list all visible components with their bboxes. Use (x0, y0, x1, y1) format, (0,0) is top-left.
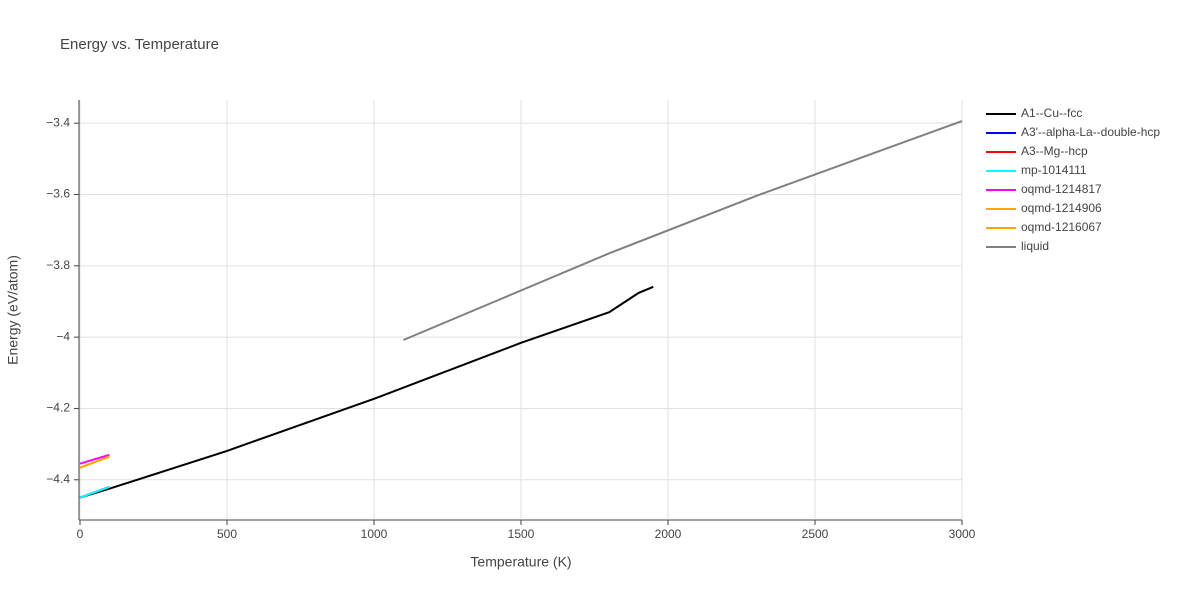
legend-label: mp-1014111 (1021, 163, 1087, 177)
legend-label: oqmd-1214817 (1021, 182, 1102, 196)
y-tick-label: −4 (56, 329, 70, 343)
chart-title: Energy vs. Temperature (60, 36, 219, 53)
legend-label: liquid (1021, 239, 1049, 253)
legend-label: A1--Cu--fcc (1021, 106, 1082, 120)
x-tick-label: 3000 (949, 527, 976, 541)
x-tick-label: 0 (77, 527, 84, 541)
series-line (79, 485, 110, 499)
x-axis-title: Temperature (K) (470, 554, 571, 570)
x-tick-label: 1000 (361, 527, 388, 541)
legend-label: A3--Mg--hcp (1021, 144, 1088, 158)
x-tick-label: 500 (217, 527, 237, 541)
y-tick-label: −4.2 (46, 401, 70, 415)
plot-area (79, 120, 963, 499)
series-line (79, 453, 110, 465)
y-tick-label: −3.8 (46, 258, 70, 272)
grid (79, 100, 963, 519)
x-tick-label: 2000 (655, 527, 682, 541)
series-line (79, 455, 110, 469)
legend: A1--Cu--fcc A3'--alpha-La--double-hcp A3--… (986, 106, 1160, 253)
legend-label: oqmd-1216067 (1021, 220, 1102, 234)
y-tick-label: −4.4 (46, 472, 70, 486)
legend-label: A3'--alpha-La--double-hcp (1021, 125, 1160, 139)
y-tick-label: −3.6 (46, 187, 70, 201)
y-tick-label: −3.4 (46, 115, 70, 129)
series-line (79, 285, 654, 499)
x-tick-label: 2500 (802, 527, 829, 541)
legend-label: oqmd-1214906 (1021, 201, 1102, 215)
series-line (403, 120, 963, 341)
y-axis-title: Energy (eV/atom) (5, 255, 21, 365)
x-tick-label: 1500 (508, 527, 535, 541)
